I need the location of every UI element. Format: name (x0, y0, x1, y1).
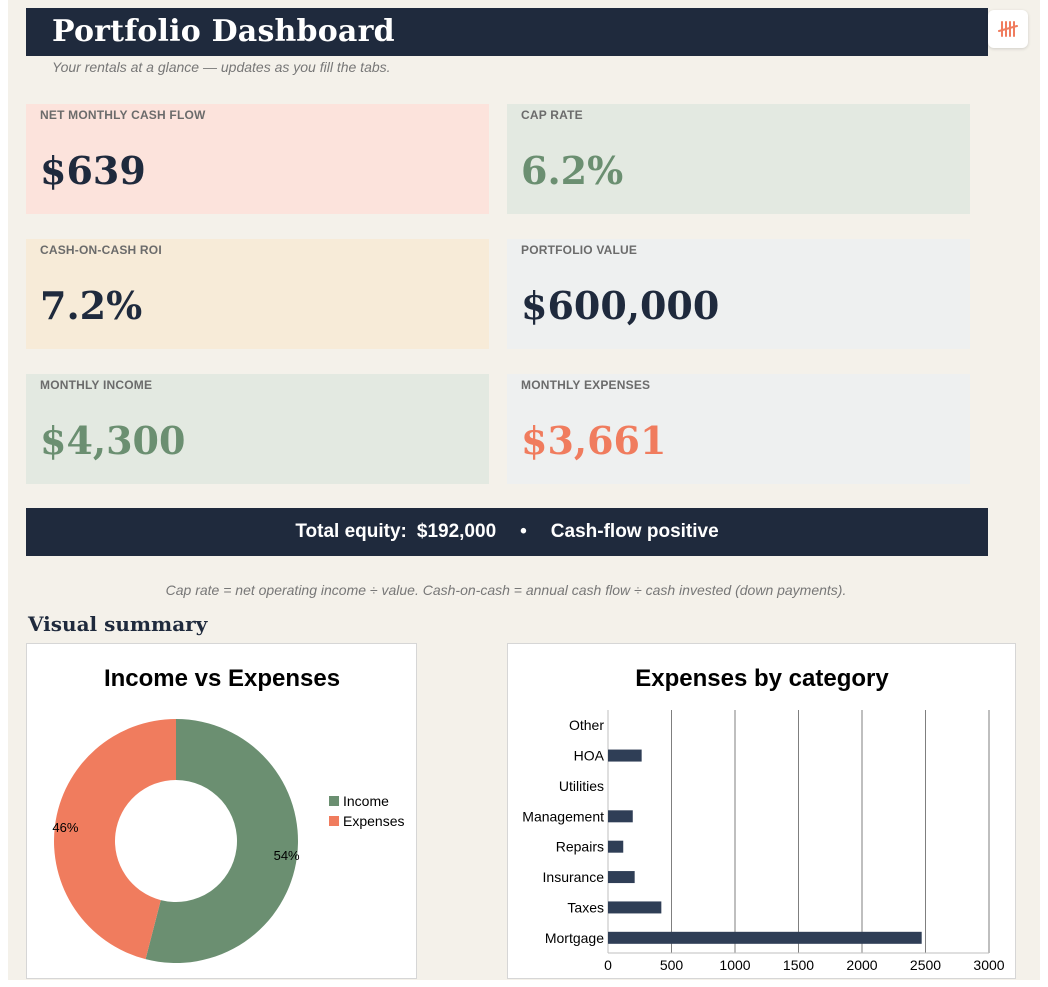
equity-value: $192,000 (416, 521, 497, 542)
donut-pct-label-income: 54% (274, 848, 300, 863)
cap-rate-label: CAP RATE (521, 108, 583, 122)
expenses-by-category-chart: Expenses by category 0 500 1000 1500 2000 250… (507, 643, 1016, 979)
bar-chart-title: Expenses by category (635, 665, 889, 692)
net-cash-flow-label: NET MONTHLY CASH FLOW (40, 108, 206, 122)
y-tick-label-insurance: Insurance (543, 869, 605, 885)
y-tick-label-management: Management (522, 808, 604, 824)
y-tick-label-repairs: Repairs (556, 839, 604, 855)
cash-on-cash-value: 7.2% (40, 283, 143, 328)
header-bar: Portfolio Dashboard (26, 8, 988, 56)
y-tick-label-taxes: Taxes (567, 899, 604, 915)
x-tick-label: 1500 (783, 957, 814, 973)
net-cash-flow-value: $639 (40, 148, 146, 193)
y-tick-label-hoa: HOA (574, 748, 605, 764)
donut-slice-expenses (54, 719, 176, 960)
x-tick-label: 3000 (973, 957, 1004, 973)
page-subtitle: Your rentals at a glance — updates as yo… (52, 59, 391, 75)
cap-rate-value: 6.2% (521, 148, 624, 193)
x-tick-label: 2000 (846, 957, 877, 973)
equity-summary-bar: Total equity: $192,000 • Cash-flow posit… (26, 508, 988, 556)
cash-on-cash-card: CASH-ON-CASH ROI 7.2% (26, 239, 489, 349)
legend-swatch-income (329, 796, 339, 806)
cap-rate-card: CAP RATE 6.2% (507, 104, 970, 214)
visual-summary-heading: Visual summary (28, 612, 208, 636)
portfolio-value-value: $600,000 (521, 283, 720, 328)
donut-chart-svg: Income vs Expenses 54% 46% Income Expenses (52, 665, 404, 963)
legend-label-expenses: Expenses (343, 813, 404, 829)
tally-marks-icon (998, 21, 1018, 37)
x-tick-label: 0 (604, 957, 612, 973)
bar-taxes (608, 901, 662, 914)
monthly-income-card: MONTHLY INCOME $4,300 (26, 374, 489, 484)
x-tick-label: 500 (660, 957, 684, 973)
bar-insurance (608, 871, 635, 884)
monthly-income-value: $4,300 (40, 418, 186, 463)
bar-management (608, 810, 633, 823)
bar-hoa (608, 749, 642, 762)
y-tick-label-mortgage: Mortgage (545, 930, 604, 946)
y-tick-label-other: Other (569, 717, 604, 733)
legend-label-income: Income (343, 793, 389, 809)
formula-footnote: Cap rate = net operating income ÷ value.… (165, 582, 847, 598)
y-tick-label-utilities: Utilities (559, 778, 604, 794)
separator-dot: • (520, 521, 527, 542)
x-tick-label: 2500 (910, 957, 941, 973)
equity-label: Total equity: (295, 521, 407, 542)
portfolio-value-label: PORTFOLIO VALUE (521, 243, 638, 257)
cash-on-cash-label: CASH-ON-CASH ROI (40, 243, 162, 257)
monthly-expenses-value: $3,661 (521, 418, 667, 463)
donut-pct-label-expenses: 46% (52, 820, 78, 835)
monthly-expenses-card: MONTHLY EXPENSES $3,661 (507, 374, 970, 484)
net-cash-flow-card: NET MONTHLY CASH FLOW $639 (26, 104, 489, 214)
app-logo[interactable] (988, 10, 1028, 48)
income-vs-expenses-chart: Income vs Expenses 54% 46% Income Expenses (26, 643, 417, 979)
donut-chart-title: Income vs Expenses (104, 665, 340, 692)
x-tick-label: 1000 (719, 957, 750, 973)
page-title: Portfolio Dashboard (52, 14, 395, 49)
portfolio-value-card: PORTFOLIO VALUE $600,000 (507, 239, 970, 349)
bar-chart-svg: Expenses by category 0 500 1000 1500 2000 250… (522, 665, 1004, 973)
bar-repairs (608, 840, 624, 853)
donut-slice-income (145, 719, 299, 963)
monthly-expenses-label: MONTHLY EXPENSES (521, 378, 651, 392)
legend-swatch-expenses (329, 816, 339, 826)
monthly-income-label: MONTHLY INCOME (40, 378, 153, 392)
cash-flow-status: Cash-flow positive (550, 521, 719, 542)
bar-mortgage (608, 931, 922, 944)
